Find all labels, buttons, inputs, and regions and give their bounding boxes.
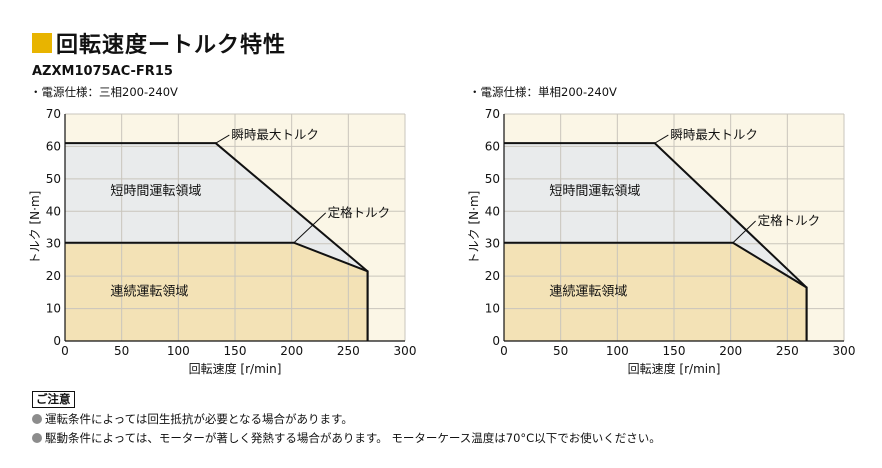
x-tick-label: 150	[224, 344, 247, 358]
x-tick-label: 50	[114, 344, 129, 358]
y-tick-label: 60	[46, 139, 61, 153]
chart-single-phase-svg: 0 50 100 150 200 250 300 0 10 20 30 40 50 60 70 回転速度 [r…	[467, 107, 856, 376]
y-tick-label: 50	[485, 172, 500, 186]
y-tick-label: 20	[485, 269, 500, 283]
chart-three-phase: ・電源仕様：三相200-240V 0 50 100 150 200 250 300 0 10 20…	[28, 80, 470, 380]
region-label: 短時間運転領域	[110, 183, 201, 199]
x-tick-label: 0	[61, 344, 69, 358]
region-label: 連続運転領域	[549, 284, 627, 300]
x-axis-label: 回転速度 [r/min]	[189, 361, 282, 376]
y-axis-label: トルク [N·m]	[467, 191, 481, 265]
page-title: 回転速度ートルク特性	[32, 28, 286, 58]
annotation-leader	[215, 134, 230, 144]
notes-heading: ご注意	[32, 391, 75, 408]
y-axis-label: トルク [N·m]	[28, 191, 42, 265]
annotation-leader	[293, 212, 327, 244]
model-name: AZXM1075AC-FR15	[32, 64, 173, 79]
bullet-icon	[32, 414, 42, 424]
notes-section: ご注意 運転条件によっては回生抵抗が必要となる場合があります。 駆動条件によって…	[32, 388, 661, 446]
x-tick-label: 50	[553, 344, 568, 358]
y-tick-label: 40	[485, 204, 500, 218]
title-accent-square	[32, 33, 52, 53]
x-tick-label: 0	[500, 344, 508, 358]
region-label: 連続運転領域	[110, 284, 188, 300]
x-tick-label: 100	[606, 344, 629, 358]
x-axis-label: 回転速度 [r/min]	[628, 361, 721, 376]
region-label: 短時間運転領域	[549, 183, 640, 199]
supply-label: ・電源仕様：三相200-240V	[30, 85, 178, 99]
note-item: 運転条件によっては回生抵抗が必要となる場合があります。	[32, 411, 661, 427]
y-tick-label: 50	[46, 172, 61, 186]
note-text: 駆動条件によっては、モーターが著しく発熱する場合があります。 モーターケース温度…	[45, 431, 661, 445]
annotation-label: 瞬時最大トルク	[670, 127, 758, 142]
x-tick-label: 100	[167, 344, 190, 358]
y-tick-label: 70	[46, 107, 61, 121]
annotation-label: 定格トルク	[758, 213, 821, 228]
x-tick-label: 300	[394, 344, 417, 358]
y-tick-label: 0	[53, 334, 61, 348]
chart-single-phase: ・電源仕様：単相200-240V 0 50 100 150 200 250 300 0 10 20…	[467, 80, 882, 380]
annotation-leader	[732, 220, 756, 244]
supply-label: ・電源仕様：単相200-240V	[469, 85, 617, 99]
x-tick-label: 250	[337, 344, 360, 358]
y-tick-label: 30	[485, 237, 500, 251]
rated-torque-line	[65, 241, 369, 341]
y-tick-label: 30	[46, 237, 61, 251]
y-tick-label: 70	[485, 107, 500, 121]
note-item: 駆動条件によっては、モーターが著しく発熱する場合があります。 モーターケース温度…	[32, 430, 661, 446]
annotation-label: 瞬時最大トルク	[231, 127, 319, 142]
y-tick-label: 20	[46, 269, 61, 283]
page-title-text: 回転速度ートルク特性	[56, 33, 287, 58]
x-tick-label: 300	[833, 344, 856, 358]
chart-three-phase-svg: 0 50 100 150 200 250 300 0 10 20 30 40 50 60 70 回転速度 [r…	[28, 107, 417, 376]
note-text: 運転条件によっては回生抵抗が必要となる場合があります。	[45, 412, 353, 426]
rated-torque-line	[504, 241, 808, 341]
bullet-icon	[32, 433, 42, 443]
y-tick-label: 10	[485, 302, 500, 316]
x-tick-label: 250	[776, 344, 799, 358]
x-tick-label: 150	[663, 344, 686, 358]
y-tick-label: 40	[46, 204, 61, 218]
y-tick-label: 10	[46, 302, 61, 316]
annotation-label: 定格トルク	[328, 205, 391, 220]
x-tick-label: 200	[719, 344, 742, 358]
x-tick-label: 200	[280, 344, 303, 358]
y-tick-label: 60	[485, 139, 500, 153]
y-tick-label: 0	[492, 334, 500, 348]
annotation-leader	[654, 134, 669, 144]
